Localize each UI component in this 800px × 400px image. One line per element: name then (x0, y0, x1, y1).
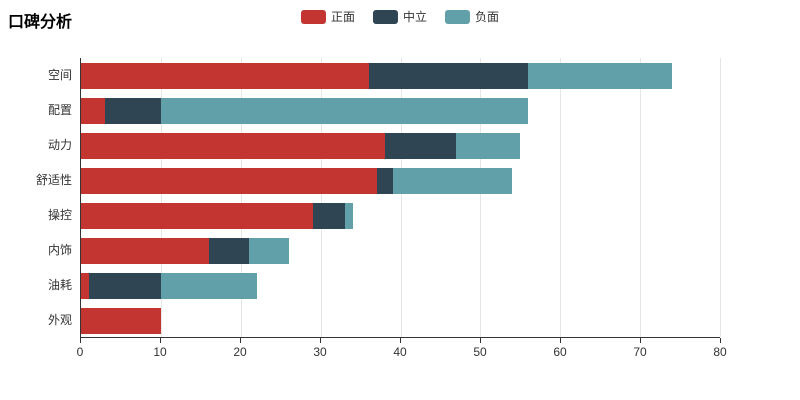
bar-segment-中立[interactable] (208, 237, 249, 264)
legend-swatch (445, 9, 471, 24)
chart-header: 口碑分析 正面 中立 负面 (0, 0, 800, 44)
stacked-bar-空间 (81, 62, 720, 89)
legend-swatch (372, 9, 398, 24)
gridline (400, 58, 402, 337)
y-axis-label-外观: 外观 (47, 313, 72, 327)
bar-segment-正面[interactable] (81, 167, 377, 194)
y-axis-label-舒适性: 舒适性 (35, 173, 72, 187)
bar-row-内饰 (81, 233, 720, 268)
x-axis: 0 10 20 30 40 50 60 70 80 (76, 338, 727, 362)
stacked-bar-舒适性 (81, 167, 720, 194)
y-axis-label-动力: 动力 (47, 138, 72, 152)
x-axis-tick (720, 338, 721, 343)
bar-segment-负面[interactable] (392, 167, 513, 194)
y-axis-label-操控: 操控 (47, 208, 72, 222)
gridline (480, 58, 482, 337)
bar-segment-正面[interactable] (81, 97, 105, 124)
bar-segment-正面[interactable] (81, 132, 385, 159)
y-axis-label-内饰: 内饰 (47, 243, 72, 257)
x-axis-tick (560, 338, 561, 343)
y-axis-label-配置: 配置 (47, 103, 72, 117)
x-axis-tick (480, 338, 481, 343)
bar-segment-中立[interactable] (384, 132, 457, 159)
bar-chart: 空间配置动力舒适性操控内饰油耗外观 0 10 20 30 40 50 60 70 80 (0, 58, 800, 362)
stacked-bar-配置 (81, 97, 720, 124)
x-axis-tick-label: 70 (633, 345, 647, 359)
gridline (640, 58, 642, 337)
plot-wrap: 空间配置动力舒适性操控内饰油耗外观 (0, 58, 800, 338)
y-axis-label-空间: 空间 (47, 68, 72, 82)
x-axis-tick-label: 60 (553, 345, 567, 359)
stacked-bar-油耗 (81, 272, 720, 299)
bar-segment-中立[interactable] (104, 97, 161, 124)
y-axis-labels: 空间配置动力舒适性操控内饰油耗外观 (0, 58, 80, 338)
bar-segment-负面[interactable] (456, 132, 521, 159)
stacked-bar-内饰 (81, 237, 720, 264)
legend: 正面 中立 负面 (300, 8, 499, 25)
x-axis-tick-label: 30 (313, 345, 327, 359)
bar-segment-负面[interactable] (160, 97, 529, 124)
bar-row-外观 (81, 303, 720, 338)
plot-area (80, 58, 721, 338)
x-axis-tick (240, 338, 241, 343)
y-axis-label-油耗: 油耗 (47, 278, 72, 292)
x-axis-tick-label: 40 (393, 345, 407, 359)
stacked-bar-操控 (81, 202, 720, 229)
bar-segment-正面[interactable] (81, 307, 161, 334)
gridline (240, 58, 242, 337)
x-axis-tick (640, 338, 641, 343)
bar-segment-正面[interactable] (81, 62, 369, 89)
bar-segment-中立[interactable] (376, 167, 393, 194)
chart-container: 口碑分析 正面 中立 负面 空间配置动力舒适性操控内饰油耗外观 0 10 20 30 40 5… (0, 0, 800, 362)
x-axis-tick (400, 338, 401, 343)
bar-segment-正面[interactable] (81, 237, 209, 264)
bar-row-油耗 (81, 268, 720, 303)
bar-segment-负面[interactable] (160, 272, 257, 299)
bar-segment-中立[interactable] (312, 202, 345, 229)
legend-label: 正面 (330, 10, 355, 24)
x-axis-tick-label: 80 (713, 345, 727, 359)
bar-row-舒适性 (81, 163, 720, 198)
legend-swatch (300, 9, 326, 24)
stacked-bar-动力 (81, 132, 720, 159)
legend-label: 负面 (475, 10, 500, 24)
gridline (560, 58, 562, 337)
bar-segment-负面[interactable] (248, 237, 289, 264)
bar-row-空间 (81, 58, 720, 93)
x-axis-tick-label: 20 (233, 345, 247, 359)
legend-item-中立[interactable]: 中立 (372, 8, 428, 25)
bar-row-操控 (81, 198, 720, 233)
legend-label: 中立 (402, 10, 428, 24)
legend-item-正面[interactable]: 正面 (300, 8, 355, 25)
bar-segment-负面[interactable] (344, 202, 353, 229)
x-axis-tick (160, 338, 161, 343)
x-axis-tick (80, 338, 81, 343)
bar-segment-负面[interactable] (528, 62, 673, 89)
stacked-bar-外观 (81, 307, 720, 334)
bar-segment-中立[interactable] (368, 62, 529, 89)
x-axis-tick-label: 10 (153, 345, 167, 359)
x-axis-tick-label: 0 (76, 345, 84, 359)
x-axis-tick-label: 50 (473, 345, 487, 359)
bar-segment-正面[interactable] (81, 272, 89, 299)
x-axis-tick (320, 338, 321, 343)
bar-segment-中立[interactable] (88, 272, 161, 299)
chart-title: 口碑分析 (8, 14, 73, 31)
bar-segment-正面[interactable] (81, 202, 313, 229)
gridline (720, 58, 721, 337)
bar-row-动力 (81, 128, 720, 163)
gridline (320, 58, 322, 337)
bar-row-配置 (81, 93, 720, 128)
legend-item-负面[interactable]: 负面 (445, 8, 499, 25)
gridline (160, 58, 162, 337)
